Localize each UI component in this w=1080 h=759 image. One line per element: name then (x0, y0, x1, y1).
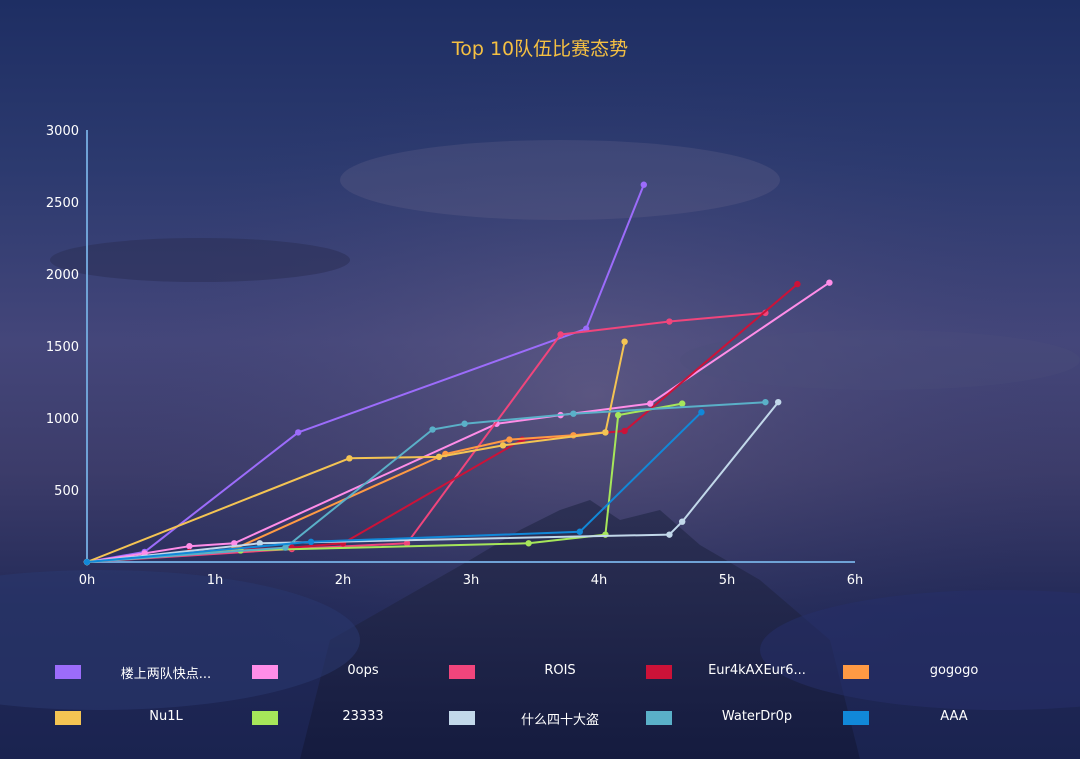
series-point (186, 542, 193, 550)
series-point (666, 531, 673, 538)
series-line (86, 311, 766, 563)
series-point (282, 544, 289, 551)
legend-label: Nu1L (149, 709, 183, 724)
series-point (403, 540, 411, 547)
legend-swatch (55, 711, 81, 725)
legend-label: gogogo (929, 663, 979, 678)
series-point (435, 453, 443, 461)
series-point (762, 309, 769, 317)
legend-item[interactable]: AAA (843, 706, 1043, 730)
chart-title: Top 10队伍比赛态势 (451, 38, 629, 60)
legend-label: ROIS (544, 663, 576, 678)
legend-item[interactable]: WaterDr0p (646, 706, 846, 730)
series-line (86, 184, 645, 563)
legend-label: 23333 (342, 709, 384, 724)
series-point (666, 318, 673, 325)
series-point (295, 429, 302, 436)
legend-swatch (646, 711, 672, 725)
y-tick-label: 2000 (46, 268, 79, 283)
legend-swatch (646, 665, 672, 679)
series-point (679, 518, 686, 525)
x-tick-label: 0h (79, 573, 96, 588)
legend-label: Eur4kAXEur6... (708, 663, 806, 678)
series-point (506, 436, 513, 443)
series-point (570, 410, 577, 417)
series-point (602, 429, 609, 436)
series-point (256, 540, 263, 547)
legend-label: 楼上两队快点... (120, 667, 212, 682)
series-point (576, 528, 583, 535)
series-point (83, 558, 91, 566)
series-point (557, 331, 564, 338)
legend-swatch (843, 665, 869, 679)
legend-item[interactable]: Nu1L (55, 706, 255, 730)
series-point (698, 409, 705, 416)
y-tick-label: 3000 (46, 124, 79, 139)
series-point (525, 540, 532, 547)
series-point (346, 455, 353, 462)
series-point (429, 426, 436, 433)
series-point (640, 181, 647, 188)
series-point (499, 442, 507, 449)
y-tick-label: 2500 (46, 196, 79, 211)
series-point (679, 400, 686, 407)
legend-item[interactable]: gogogo (843, 660, 1043, 684)
series-line (86, 281, 830, 563)
legend-item[interactable]: 楼上两队快点... (55, 660, 255, 684)
legend-label: 什么四十大盗 (520, 713, 599, 728)
x-tick-label: 2h (335, 573, 352, 588)
y-tick-label: 1000 (46, 412, 79, 427)
x-tick-label: 1h (207, 573, 224, 588)
series-line (86, 341, 626, 563)
series-point (647, 400, 654, 407)
legend-label: WaterDr0p (721, 709, 793, 724)
series-point (762, 398, 769, 406)
legend-swatch (449, 711, 475, 725)
series-line (86, 411, 703, 563)
x-tick-label: 3h (463, 573, 480, 588)
x-tick-label: 4h (591, 573, 608, 588)
legend-swatch (843, 711, 869, 725)
series-point (775, 398, 782, 406)
series-point (621, 427, 628, 435)
series-line (86, 401, 766, 563)
series-point (794, 280, 801, 288)
legend-label: AAA (940, 709, 968, 724)
series-point (826, 279, 833, 286)
legend-item[interactable]: 0ops (252, 660, 452, 684)
legend-item[interactable]: 什么四十大盗 (449, 706, 649, 730)
legend-label: 0ops (347, 663, 379, 678)
y-tick-label: 500 (54, 484, 79, 499)
x-tick-label: 5h (719, 573, 736, 588)
series-point (231, 540, 238, 547)
legend-item[interactable]: ROIS (449, 660, 649, 684)
legend-item[interactable]: Eur4kAXEur6... (646, 660, 846, 684)
legend-swatch (449, 665, 475, 679)
legend-item[interactable]: 23333 (252, 706, 452, 730)
series-point (621, 338, 628, 345)
series-point (615, 411, 622, 419)
legend-swatch (252, 711, 278, 725)
series-point (461, 420, 468, 427)
y-tick-label: 1500 (46, 340, 79, 355)
legend-swatch (55, 665, 81, 679)
series-point (307, 538, 315, 546)
x-tick-label: 6h (847, 573, 864, 588)
legend-swatch (252, 665, 278, 679)
